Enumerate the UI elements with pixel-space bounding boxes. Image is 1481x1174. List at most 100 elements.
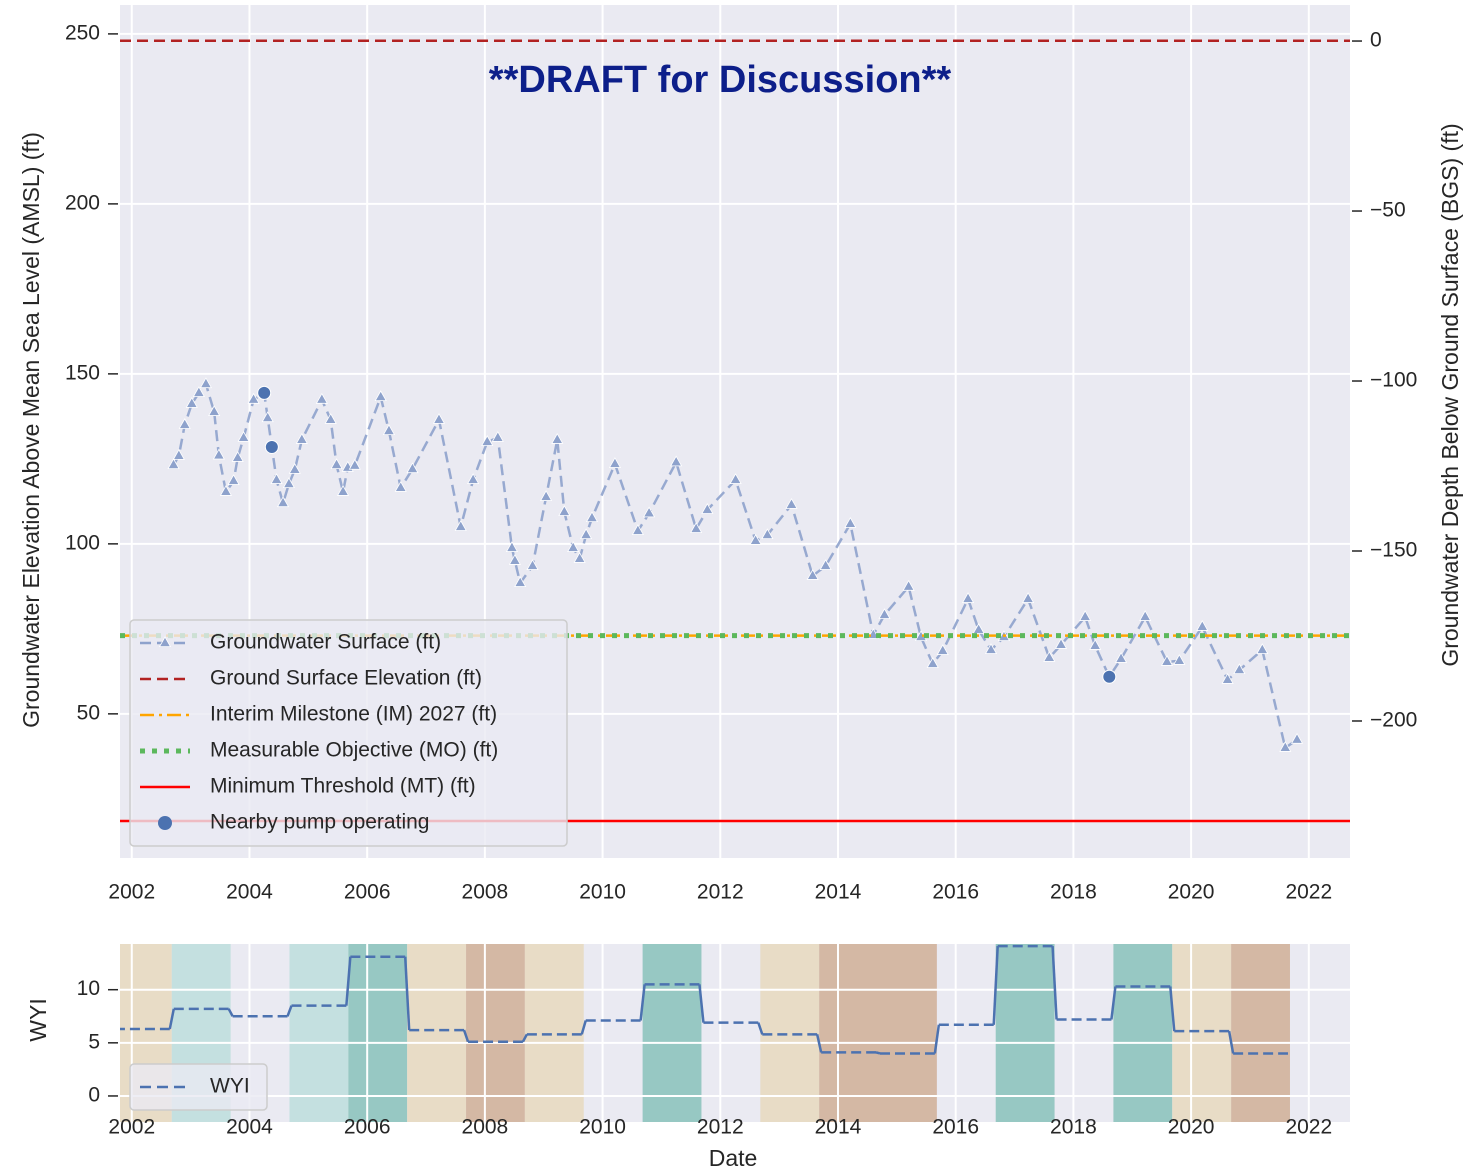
y-tick-label: 10 (77, 977, 100, 1000)
pump-point (1102, 669, 1117, 684)
groundwater-marker (505, 541, 519, 552)
water-year-band (642, 944, 702, 1122)
groundwater-marker (1196, 620, 1209, 631)
wyi-riser (875, 1051, 881, 1055)
groundwater-marker (185, 396, 198, 408)
groundwater-line (172, 381, 1298, 750)
groundwater-marker (972, 623, 985, 634)
groundwater-marker (690, 522, 703, 533)
groundwater-marker (288, 462, 301, 474)
groundwater-marker (208, 405, 221, 416)
x-tick-label: 2004 (226, 1116, 273, 1139)
bottom-plot: WYI (120, 944, 1350, 1122)
groundwater-marker (1173, 653, 1186, 665)
x-tick-label: 2018 (1050, 881, 1097, 904)
y-tick-label: 0 (88, 1084, 100, 1107)
groundwater-marker (1279, 741, 1292, 752)
groundwater-marker (382, 424, 396, 435)
groundwater-marker (1089, 639, 1102, 650)
groundwater-marker (761, 528, 774, 540)
y-tick-label: 200 (65, 191, 100, 214)
x-tick-label: 2022 (1285, 881, 1332, 904)
top-plot: Groundwater Surface (ft) Ground Surface E… (120, 5, 1350, 858)
legend-label: Ground Surface Elevation (ft) (210, 667, 482, 690)
groundwater-marker (1160, 655, 1174, 666)
groundwater-marker (432, 412, 446, 424)
groundwater-marker (1290, 732, 1304, 744)
x-tick-label: 2008 (462, 881, 509, 904)
wyi-riser (815, 1034, 823, 1053)
legend-label: Minimum Threshold (MT) (ft) (210, 775, 476, 798)
wyi-riser (1110, 986, 1117, 1020)
groundwater-marker (374, 390, 387, 401)
groundwater-marker (1221, 673, 1234, 684)
wyi-riser (992, 946, 999, 1025)
x-tick-label: 2006 (344, 881, 391, 904)
x-tick-label: 2006 (344, 1116, 391, 1139)
groundwater-marker (926, 657, 939, 668)
wyi-riser (521, 1033, 529, 1043)
groundwater-marker (819, 559, 832, 570)
groundwater-marker (467, 473, 480, 484)
groundwater-marker (315, 392, 328, 404)
x-tick-label: 2014 (815, 881, 862, 904)
groundwater-marker (237, 430, 250, 442)
water-year-band (348, 944, 408, 1122)
groundwater-marker (192, 386, 205, 397)
wyi-riser (403, 956, 411, 1031)
wyi-riser (227, 1008, 234, 1017)
x-tick-label: 2012 (697, 881, 744, 904)
wyi-riser (1169, 986, 1176, 1032)
x-tick-label: 2010 (579, 881, 626, 904)
groundwater-marker (1079, 610, 1092, 621)
groundwater-marker (282, 477, 295, 489)
legend-box (129, 619, 568, 847)
water-year-band (1172, 944, 1232, 1122)
x-tick-label: 2016 (932, 881, 979, 904)
groundwater-marker (406, 462, 419, 474)
groundwater-marker (844, 516, 857, 528)
wyi-riser (168, 1008, 176, 1030)
groundwater-marker (167, 458, 180, 469)
wyi-riser (698, 984, 705, 1023)
groundwater-marker (219, 485, 233, 496)
x-tick-label: 2014 (815, 1116, 862, 1139)
wyi-riser (580, 1020, 587, 1035)
groundwater-marker (1021, 592, 1035, 603)
groundwater-marker (567, 541, 580, 552)
wyi-riser (345, 956, 352, 1006)
groundwater-marker (540, 490, 553, 501)
y-axis-label: WYI (25, 998, 51, 1041)
groundwater-marker (1043, 650, 1056, 662)
x-tick-label: 2008 (462, 1116, 509, 1139)
y-tick-label: 150 (65, 361, 100, 384)
groundwater-marker (878, 608, 891, 619)
y-tick-label: 100 (65, 531, 100, 554)
wyi-riser (1051, 946, 1058, 1020)
legend-swatch (158, 816, 172, 830)
x-tick-label: 2012 (697, 1116, 744, 1139)
groundwater-marker (231, 451, 244, 462)
groundwater-marker (631, 524, 644, 535)
legend-label: Interim Milestone (IM) 2027 (ft) (210, 703, 497, 726)
groundwater-marker (961, 592, 975, 603)
groundwater-marker (670, 455, 683, 467)
x-tick-label: 2020 (1168, 1116, 1215, 1139)
x-tick-label: 2002 (108, 1116, 155, 1139)
x-tick-label: 2022 (1285, 1116, 1332, 1139)
y2-tick-label: −200 (1370, 709, 1417, 732)
groundwater-marker (701, 503, 714, 514)
groundwater-marker (199, 377, 213, 389)
groundwater-marker (491, 430, 504, 442)
x-tick-label: 2002 (108, 881, 155, 904)
groundwater-marker (514, 576, 527, 587)
groundwater-marker (508, 554, 521, 565)
x-tick-label: 2004 (226, 881, 273, 904)
water-year-band (1113, 944, 1173, 1122)
groundwater-marker (227, 474, 240, 485)
groundwater-marker (276, 496, 290, 508)
groundwater-marker (608, 457, 622, 468)
y-tick-label: 5 (88, 1030, 100, 1053)
legend-swatch (158, 636, 172, 647)
